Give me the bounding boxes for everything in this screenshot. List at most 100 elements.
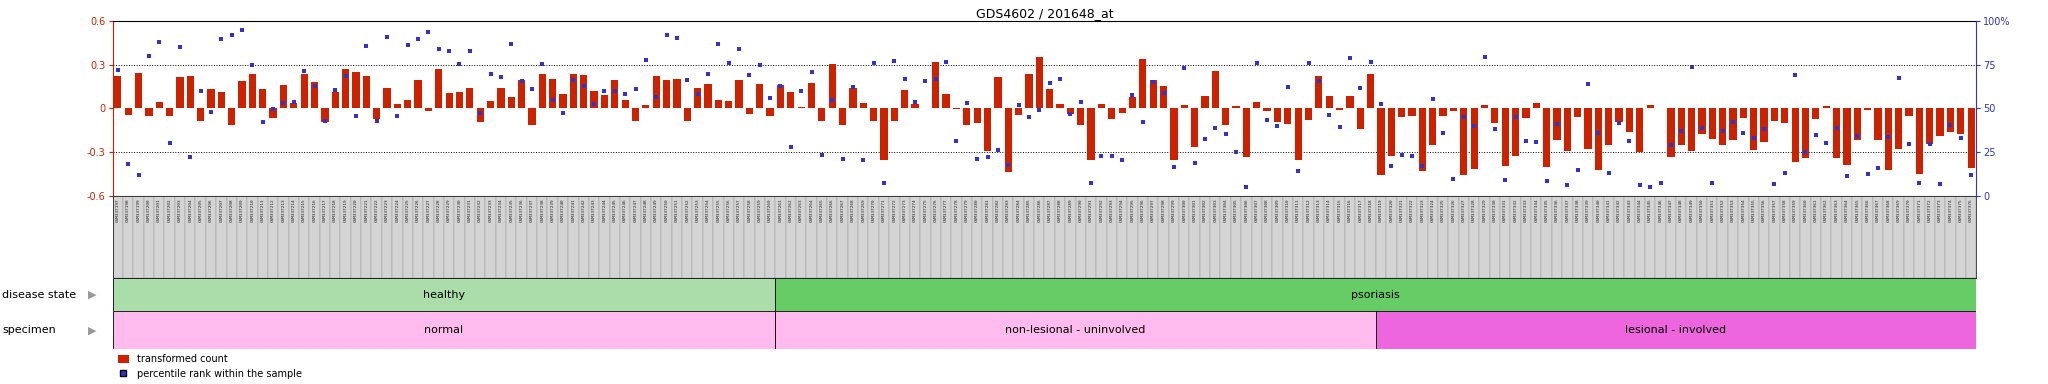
Text: GSM337329: GSM337329 xyxy=(1483,198,1487,222)
Text: disease state: disease state xyxy=(2,290,76,300)
Bar xyxy=(373,109,381,119)
Point xyxy=(1096,153,1128,159)
Text: GSM337264: GSM337264 xyxy=(809,198,813,222)
Bar xyxy=(1419,109,1425,171)
Bar xyxy=(827,196,838,278)
Bar xyxy=(1915,109,1923,174)
Bar xyxy=(487,101,494,109)
Bar xyxy=(301,74,307,109)
Text: GSM337344: GSM337344 xyxy=(1638,198,1642,222)
Point xyxy=(713,60,745,66)
Bar xyxy=(238,196,248,278)
Bar xyxy=(1823,106,1829,109)
Point xyxy=(1106,157,1139,163)
Bar xyxy=(270,109,276,118)
Point xyxy=(649,32,682,38)
Point xyxy=(1157,164,1190,170)
Bar xyxy=(446,93,453,109)
Bar xyxy=(1522,109,1530,118)
Text: GSM337206: GSM337206 xyxy=(209,198,213,222)
Bar xyxy=(1098,104,1106,109)
Bar xyxy=(1675,196,1686,278)
Bar xyxy=(766,109,774,116)
Bar xyxy=(1128,97,1137,109)
Point xyxy=(1645,180,1677,187)
Bar xyxy=(1481,105,1489,109)
Bar xyxy=(444,196,455,278)
Bar xyxy=(1708,109,1716,139)
Point xyxy=(1489,177,1522,183)
Bar xyxy=(1159,196,1169,278)
Bar xyxy=(1810,196,1821,278)
Text: GSM337374: GSM337374 xyxy=(1948,198,1952,222)
Bar xyxy=(1057,104,1063,109)
Bar xyxy=(143,196,154,278)
Text: GSM337235: GSM337235 xyxy=(510,198,514,222)
Bar xyxy=(299,196,309,278)
Text: GSM337318: GSM337318 xyxy=(1368,198,1372,222)
Bar xyxy=(1116,196,1126,278)
Text: GSM337351: GSM337351 xyxy=(1710,198,1714,222)
Bar xyxy=(498,88,504,109)
Bar xyxy=(1968,109,1974,168)
Point xyxy=(289,68,322,74)
Bar xyxy=(776,196,786,278)
Point xyxy=(836,84,868,90)
Bar xyxy=(797,196,807,278)
Bar xyxy=(858,196,868,278)
Point xyxy=(1022,107,1055,113)
Text: GSM337227: GSM337227 xyxy=(426,198,430,222)
Text: GSM337294: GSM337294 xyxy=(1120,198,1124,222)
Bar xyxy=(942,94,950,109)
Point xyxy=(1188,136,1221,142)
Point xyxy=(1167,65,1200,71)
Bar xyxy=(1149,80,1157,109)
Bar xyxy=(963,196,973,278)
Bar xyxy=(1729,109,1737,140)
Text: GSM337220: GSM337220 xyxy=(354,198,358,222)
Bar xyxy=(610,196,621,278)
Bar xyxy=(1210,196,1221,278)
Bar xyxy=(1417,196,1427,278)
Text: GSM337332: GSM337332 xyxy=(1513,198,1518,222)
Bar xyxy=(195,196,205,278)
Bar xyxy=(1067,109,1073,114)
Text: GSM337331: GSM337331 xyxy=(1503,198,1507,222)
Bar xyxy=(860,103,866,109)
Bar xyxy=(840,109,846,125)
Text: GSM337214: GSM337214 xyxy=(291,198,295,222)
Point xyxy=(1384,152,1417,158)
Text: GSM337217: GSM337217 xyxy=(324,198,328,222)
Bar xyxy=(1575,109,1581,118)
Bar xyxy=(662,196,672,278)
Bar xyxy=(664,80,670,109)
Point xyxy=(723,46,756,52)
Text: GSM337238: GSM337238 xyxy=(541,198,545,222)
Bar xyxy=(475,196,485,278)
Bar xyxy=(1399,109,1405,117)
Text: GSM337312: GSM337312 xyxy=(1307,198,1311,222)
Bar xyxy=(1004,196,1014,278)
Point xyxy=(1407,163,1440,169)
Bar xyxy=(1460,109,1468,175)
Bar xyxy=(1335,196,1346,278)
Point xyxy=(662,35,694,41)
Text: GSM337277: GSM337277 xyxy=(944,198,948,222)
Point xyxy=(215,32,248,38)
Point xyxy=(1882,75,1915,81)
Text: GSM337337: GSM337337 xyxy=(1565,198,1569,222)
Point xyxy=(682,91,715,98)
Point xyxy=(391,42,424,48)
Point xyxy=(815,97,848,103)
Text: GSM337282: GSM337282 xyxy=(995,198,999,222)
Text: GSM337341: GSM337341 xyxy=(1608,198,1612,222)
Bar xyxy=(311,82,317,109)
Bar xyxy=(1294,109,1303,160)
Point xyxy=(1737,135,1769,141)
Text: GSM337203: GSM337203 xyxy=(178,198,182,222)
Bar xyxy=(725,101,733,109)
Point xyxy=(1624,182,1657,188)
Text: GSM337243: GSM337243 xyxy=(592,198,596,222)
Point xyxy=(1364,101,1397,107)
Bar xyxy=(1202,96,1208,109)
